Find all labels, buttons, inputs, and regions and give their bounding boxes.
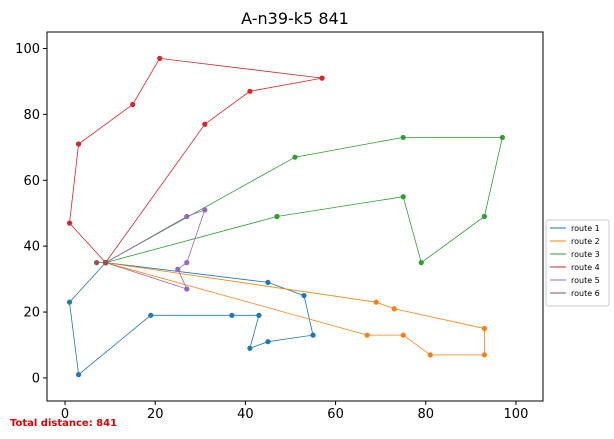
legend: route 1 route 2 route 3 route 4 route 5 route… bbox=[545, 219, 610, 307]
x-tick-label: 0 bbox=[61, 407, 69, 422]
route-point bbox=[265, 339, 271, 345]
y-tick-label: 60 bbox=[23, 174, 40, 189]
x-tick-label: 60 bbox=[327, 407, 344, 422]
route-point bbox=[94, 260, 100, 266]
route-point bbox=[274, 213, 280, 220]
route-lines bbox=[66, 55, 506, 378]
route-point bbox=[247, 345, 253, 351]
route-point bbox=[184, 286, 190, 292]
route-point bbox=[373, 299, 379, 305]
total-distance-text: Total distance: 841 bbox=[10, 418, 118, 429]
y-tick-label: 0 bbox=[32, 371, 40, 386]
route-point bbox=[66, 299, 73, 305]
route-point bbox=[310, 332, 316, 338]
route-point bbox=[481, 325, 487, 332]
route-point bbox=[175, 266, 181, 272]
route-point bbox=[418, 260, 424, 266]
route-point bbox=[391, 306, 397, 312]
route-point bbox=[301, 292, 307, 299]
route-point bbox=[319, 75, 325, 81]
route-point bbox=[292, 154, 298, 160]
route-point bbox=[364, 332, 370, 338]
route-point bbox=[400, 134, 406, 141]
route-point bbox=[400, 194, 406, 200]
chart-title: A-n39-k5 841 bbox=[241, 9, 349, 28]
legend-label: route 6 bbox=[571, 289, 600, 298]
route-point bbox=[75, 372, 82, 378]
plot-frame bbox=[46, 31, 544, 402]
y-tick-label: 40 bbox=[23, 240, 40, 255]
x-tick-label: 80 bbox=[417, 407, 434, 422]
route-series-6 bbox=[94, 260, 109, 266]
route-point bbox=[103, 260, 109, 266]
route-point bbox=[184, 260, 190, 266]
route-point bbox=[202, 207, 208, 213]
legend-label: route 1 bbox=[571, 224, 600, 233]
x-tick-label: 40 bbox=[237, 407, 254, 422]
route-point bbox=[229, 312, 235, 318]
route-line bbox=[105, 262, 485, 356]
route-point bbox=[130, 101, 136, 108]
x-tick-label: 20 bbox=[147, 407, 164, 422]
legend-label: route 3 bbox=[571, 250, 600, 259]
legend-label: route 5 bbox=[571, 276, 600, 285]
x-tick-label: 100 bbox=[504, 407, 529, 422]
axis-ticks: 0 20 40 60 80 100 0 20 40 60 80 100 bbox=[15, 42, 528, 422]
route-series-4 bbox=[66, 55, 325, 266]
route-series-2 bbox=[103, 260, 487, 358]
route-line bbox=[69, 262, 314, 376]
route-line bbox=[105, 136, 503, 264]
route-point bbox=[499, 134, 506, 141]
route-point bbox=[481, 352, 487, 358]
y-tick-label: 80 bbox=[23, 108, 40, 123]
legend-label: route 4 bbox=[571, 263, 600, 272]
route-point bbox=[427, 352, 433, 358]
route-series-3 bbox=[103, 134, 506, 266]
route-line bbox=[69, 57, 323, 263]
route-point bbox=[256, 312, 262, 318]
route-point bbox=[265, 279, 271, 285]
route-point bbox=[184, 213, 190, 220]
y-tick-label: 20 bbox=[23, 306, 40, 321]
route-point bbox=[481, 213, 487, 220]
route-point bbox=[202, 121, 208, 127]
route-series-1 bbox=[66, 260, 316, 378]
route-point bbox=[157, 55, 163, 61]
route-point bbox=[400, 332, 406, 338]
legend-label: route 2 bbox=[571, 237, 600, 246]
route-point bbox=[247, 88, 253, 94]
y-tick-label: 100 bbox=[15, 42, 40, 57]
route-point bbox=[75, 141, 82, 147]
route-point bbox=[66, 220, 73, 226]
route-point bbox=[148, 312, 154, 318]
